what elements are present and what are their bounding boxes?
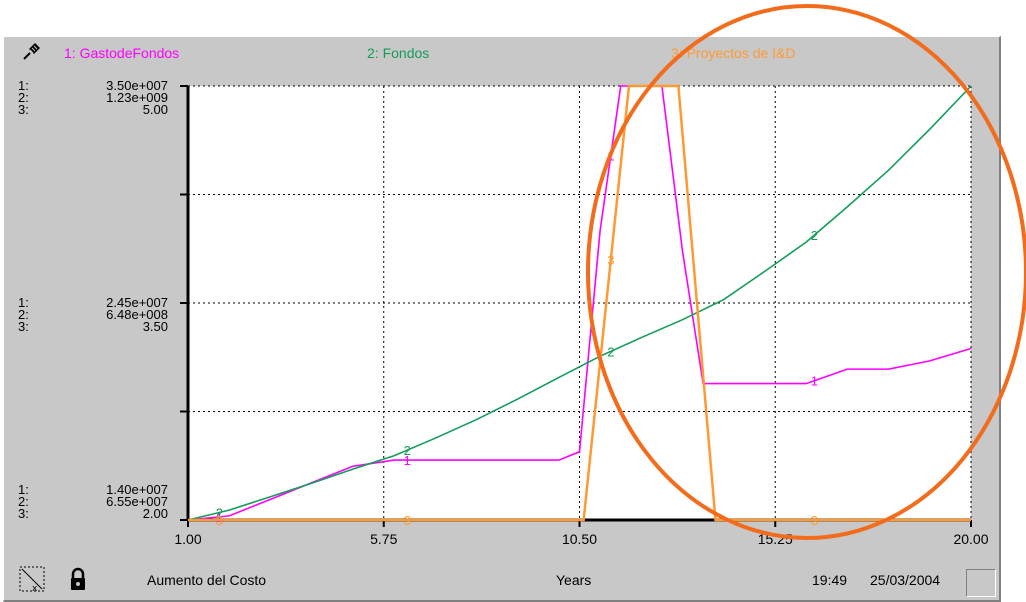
series-marker-1: 1 [811, 374, 818, 389]
x-tick-label: 5.75 [370, 531, 397, 547]
axis-labels: 1.00 5.75 10.50 15.25 20.00 1: 3.50e+007 2: 1.23… [18, 78, 989, 547]
pin-icon[interactable] [21, 40, 43, 62]
series-marker-3: 3 [811, 513, 818, 528]
series-marker-1: 1 [216, 510, 223, 525]
y-axis-prefix: 3: [18, 319, 29, 334]
series-marker-3: 3 [404, 513, 411, 528]
series-marker-2: 2 [404, 443, 411, 458]
x-tick-label: 1.00 [174, 531, 201, 547]
y-axis-prefix: 1: [18, 295, 29, 310]
y-tick-label: 2.45e+007 [106, 295, 168, 310]
time-label: 19:49 [812, 572, 848, 588]
legend-series-1: 1: GastodeFondos [64, 45, 180, 61]
legend-series-3: 3: Proyectos de I&D [671, 45, 796, 61]
y-tick-label: 6.55e+007 [106, 494, 168, 509]
y-axis-prefix: 2: [18, 90, 29, 105]
y-axis-prefix: 2: [18, 307, 29, 322]
y-axis-prefix: 3: [18, 506, 29, 521]
y-axis-prefix: 1: [18, 482, 29, 497]
x-axis-unit: Years [556, 572, 592, 588]
page-title: Aumento del Costo [147, 572, 267, 588]
y-tick-label: 6.48e+008 [106, 307, 168, 322]
scale-icon[interactable]: x [18, 565, 48, 595]
y-tick-label: 1.40e+007 [106, 482, 168, 497]
x-tick-label: 15.25 [758, 531, 793, 547]
date-label: 25/03/2004 [870, 572, 941, 588]
y-axis-prefix: 1: [18, 78, 29, 93]
y-axis-prefix: 3: [18, 102, 29, 117]
y-tick-label: 5.00 [143, 102, 168, 117]
grid [188, 85, 972, 520]
series-marker-1: 1 [607, 148, 614, 163]
series-marker-2: 2 [607, 344, 614, 359]
y-tick-label: 3.50e+007 [106, 78, 168, 93]
lock-icon[interactable] [69, 567, 87, 591]
resize-box[interactable] [966, 569, 996, 597]
y-tick-label: 1.23e+009 [106, 90, 168, 105]
y-tick-label: 2.00 [143, 506, 168, 521]
legend-series-2: 2: Fondos [367, 45, 430, 61]
series-marker-1: 1 [404, 453, 411, 468]
series-marker-3: 3 [216, 513, 223, 528]
series-marker-2: 2 [216, 505, 223, 520]
x-tick-label: 10.50 [562, 531, 597, 547]
x-tick-label: 20.00 [953, 531, 988, 547]
series-marker-2: 2 [811, 228, 818, 243]
series-marker-3: 3 [607, 253, 614, 268]
y-tick-label: 3.50 [143, 319, 168, 334]
svg-text:x: x [32, 584, 38, 594]
y-axis-prefix: 2: [18, 494, 29, 509]
